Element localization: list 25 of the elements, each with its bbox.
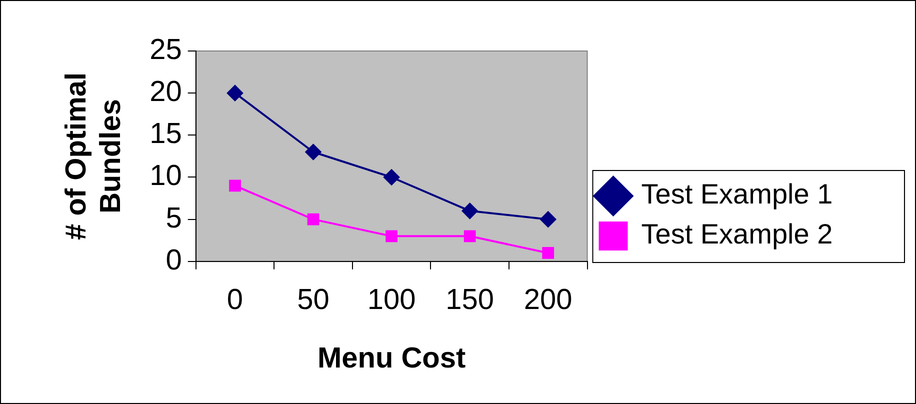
- point: [462, 202, 478, 219]
- y-tick-label: 5: [166, 202, 182, 234]
- point: [229, 180, 241, 192]
- y-tick-label: 25: [150, 34, 182, 66]
- point: [464, 230, 476, 242]
- y-tick-label: 15: [150, 118, 182, 150]
- legend-label: Test Example 1: [641, 178, 833, 210]
- point: [305, 144, 322, 160]
- point: [540, 211, 556, 228]
- x-tick-label: 50: [297, 284, 330, 316]
- y-tick-label: 0: [166, 244, 182, 276]
- point: [384, 169, 400, 186]
- x-tick-label: 0: [226, 284, 244, 316]
- x-tick-label: 200: [524, 284, 572, 316]
- y-tick-label: 10: [150, 160, 182, 192]
- point: [226, 85, 243, 102]
- point: [542, 247, 554, 259]
- x-tick-label: 150: [446, 284, 494, 316]
- x-tick-label: 100: [367, 284, 416, 316]
- y-axis-title: # of Optimal Bundles: [60, 72, 128, 240]
- point: [307, 213, 320, 226]
- legend-label: Test Example 2: [641, 218, 833, 250]
- y-tick-label: 20: [150, 76, 182, 108]
- point: [386, 230, 398, 242]
- x-axis-title: Menu Cost: [317, 342, 466, 375]
